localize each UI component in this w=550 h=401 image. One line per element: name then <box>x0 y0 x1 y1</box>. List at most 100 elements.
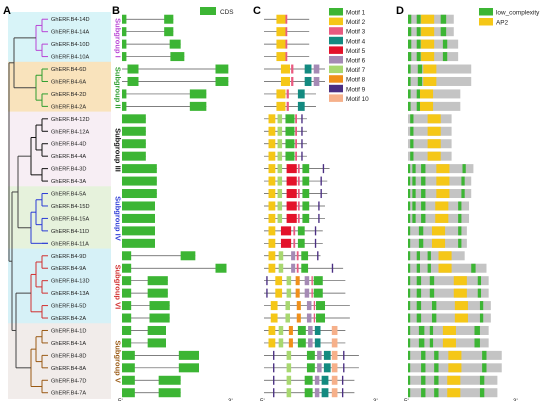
motif-block <box>320 176 322 186</box>
motif-block <box>268 338 276 348</box>
motif-block <box>320 189 322 199</box>
low-complexity-block <box>408 64 411 74</box>
motif-block <box>301 114 303 124</box>
ap2-domain-block <box>442 338 456 348</box>
motif-legend-label: Motif 3 <box>346 29 366 36</box>
motif-block <box>306 350 315 360</box>
low-complexity-block <box>474 338 480 348</box>
gene-labels: GhERF.B4-14D GhERF.B4-14A GhERF.B4-10D GhER… <box>51 17 123 397</box>
low-complexity-block <box>461 176 465 186</box>
subgroup-label: Subgroup I <box>114 18 123 58</box>
domain-legend-label: low_complexity <box>496 10 540 17</box>
motif-block <box>277 151 283 161</box>
low-complexity-block <box>408 251 411 261</box>
cds-block <box>122 126 146 136</box>
motif-block <box>291 251 296 261</box>
cds-block <box>122 201 155 211</box>
cds-block <box>122 14 127 24</box>
cds-block <box>215 64 229 74</box>
low-complexity-block <box>416 39 421 49</box>
motif-block <box>285 52 288 62</box>
cds-block <box>147 338 166 348</box>
motif-block <box>297 226 305 236</box>
low-complexity-block <box>462 164 466 174</box>
gene-label: GhERF.B4-15D <box>51 204 90 210</box>
motif-block <box>313 76 320 86</box>
low-complexity-block <box>482 350 487 360</box>
motif-block <box>343 350 345 360</box>
cds-block <box>122 114 146 124</box>
low-complexity-block <box>408 189 411 199</box>
motif-block <box>286 388 292 398</box>
motif-block <box>268 164 276 174</box>
motif-block <box>286 288 292 298</box>
motif-block <box>314 238 317 248</box>
cds-block <box>122 251 132 261</box>
gene-label: GhERF.B4-9A <box>51 266 86 272</box>
motif-block <box>306 363 315 373</box>
gene-label: GhERF.B4-12D <box>51 117 90 123</box>
cds-block <box>158 388 181 398</box>
gene-label: GhERF.B4-14A <box>51 30 90 36</box>
subgroup-label: Subgroup VI <box>114 265 123 310</box>
low-complexity-block <box>431 301 437 311</box>
motif-block <box>276 89 286 99</box>
motif-block <box>295 288 300 298</box>
motif-block <box>276 14 286 24</box>
gene-label: GhERF.B4-2A <box>51 104 86 110</box>
motif-block <box>341 388 344 398</box>
low-complexity-block <box>418 338 425 348</box>
motif-block <box>308 325 313 335</box>
motif-legend-swatch <box>329 8 343 16</box>
motif-legend-swatch <box>329 56 343 64</box>
motif-block <box>301 139 303 149</box>
cds-block <box>127 76 139 86</box>
motif-block <box>331 350 338 360</box>
motif-block <box>297 101 305 111</box>
low-complexity-block <box>442 52 448 62</box>
low-complexity-block <box>421 350 426 360</box>
motif-block <box>302 176 310 186</box>
low-complexity-block <box>429 338 434 348</box>
motif-block <box>341 375 344 385</box>
motif-block <box>313 64 320 74</box>
low-complexity-block <box>482 363 487 373</box>
low-complexity-block <box>408 101 411 111</box>
cds-block <box>122 189 157 199</box>
low-complexity-block <box>416 288 422 298</box>
motif-block <box>268 201 276 211</box>
panel-letter-c: C <box>253 5 261 17</box>
low-complexity-block <box>458 226 462 236</box>
low-complexity-block <box>416 251 420 261</box>
gene-label: GhERF.B4-5D <box>51 304 86 310</box>
ap2-domain-block <box>421 52 435 62</box>
motif-block <box>317 251 319 261</box>
motif-block <box>285 14 288 24</box>
motif-block <box>343 363 345 373</box>
ap2-domain-block <box>448 363 462 373</box>
motif-legend-swatch <box>329 75 343 83</box>
motif-block <box>286 375 292 385</box>
low-complexity-block <box>408 201 411 211</box>
motif-block <box>297 325 306 335</box>
motif-block <box>293 238 296 248</box>
low-complexity-block <box>412 189 416 199</box>
low-complexity-block <box>479 313 484 323</box>
motif-block <box>270 313 278 323</box>
protein-body <box>408 76 472 86</box>
cds-block <box>189 101 207 111</box>
motif-legend-swatch <box>329 65 343 74</box>
motif-block <box>288 325 293 335</box>
low-complexity-block <box>434 388 439 398</box>
low-complexity-block <box>434 350 439 360</box>
low-complexity-block <box>410 139 414 149</box>
ap2-domain-block <box>423 76 437 86</box>
motif-block <box>286 176 297 186</box>
motif-block <box>301 126 303 136</box>
low-complexity-block <box>427 251 431 261</box>
low-complexity-block <box>408 276 411 286</box>
domain-legend-swatch <box>479 8 493 16</box>
panel-c-motifs: Motif 1 Motif 2 Motif 3 Motif 4 Motif 5 Motif… <box>260 8 378 401</box>
motif-block <box>268 151 276 161</box>
ap2-domain-block <box>448 350 462 360</box>
